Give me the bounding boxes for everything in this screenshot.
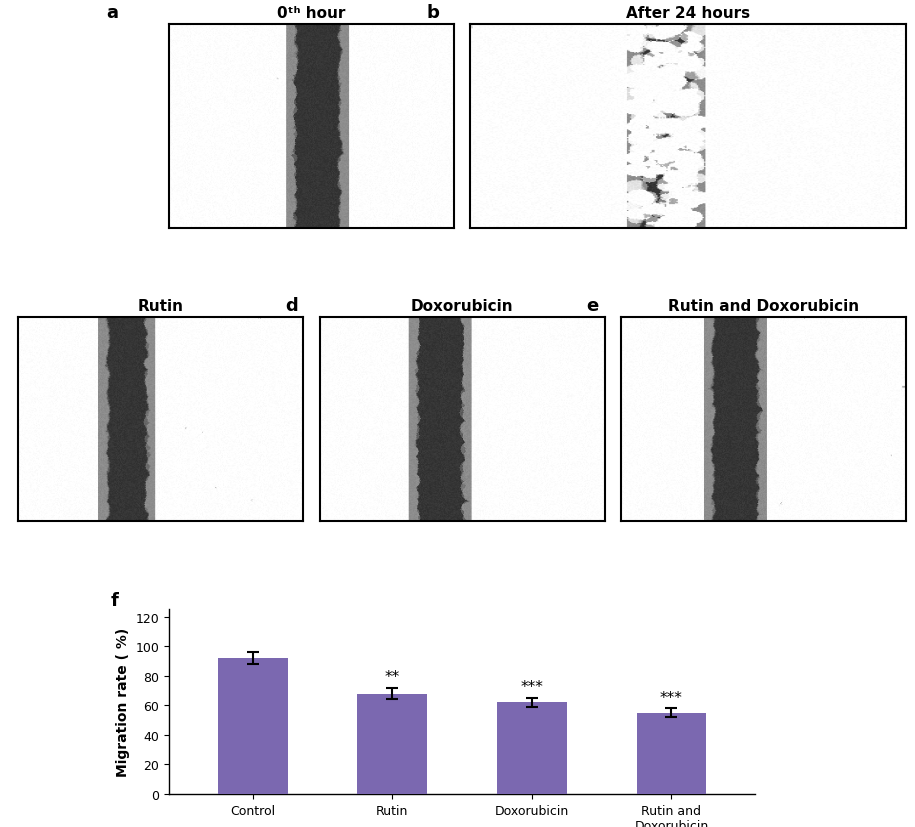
- Title: Rutin and Doxorubicin: Rutin and Doxorubicin: [668, 299, 859, 313]
- Text: d: d: [285, 297, 298, 315]
- Bar: [497, 702, 566, 794]
- Bar: [637, 713, 706, 794]
- Title: 0ᵗʰ hour: 0ᵗʰ hour: [277, 6, 346, 21]
- Text: b: b: [426, 4, 439, 22]
- Text: e: e: [587, 297, 598, 315]
- Title: Doxorubicin: Doxorubicin: [411, 299, 513, 313]
- Bar: [358, 694, 427, 794]
- Text: **: **: [384, 669, 400, 684]
- Text: f: f: [111, 591, 118, 609]
- Title: Rutin: Rutin: [138, 299, 184, 313]
- Title: After 24 hours: After 24 hours: [626, 6, 750, 21]
- Bar: [218, 658, 287, 794]
- Text: ***: ***: [521, 680, 544, 695]
- Text: ***: ***: [660, 690, 683, 705]
- Y-axis label: Migration rate ( %): Migration rate ( %): [116, 627, 130, 777]
- Text: a: a: [106, 4, 118, 22]
